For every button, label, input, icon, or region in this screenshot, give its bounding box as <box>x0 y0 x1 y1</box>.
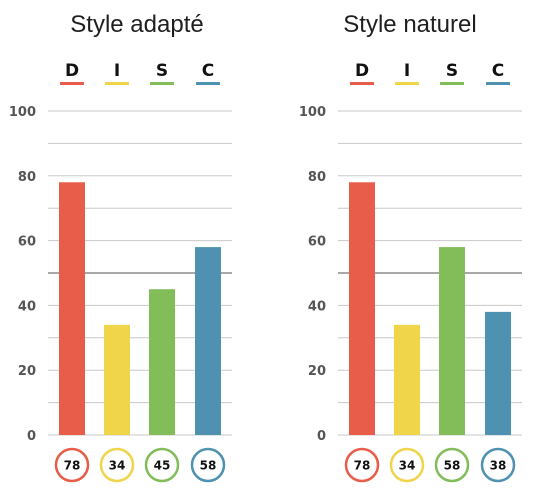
bar-c <box>485 311 511 435</box>
legend-swatch-d <box>350 82 374 85</box>
legend-label-c: C <box>492 61 504 81</box>
bar-s <box>149 289 175 435</box>
value-badge-i <box>389 447 425 483</box>
value-label-s: 45 <box>154 459 171 473</box>
legend-swatch-c <box>196 82 220 85</box>
chart-panel-1: Style adapté D I S C 0 20 40 60 80 100 78 34 45 58 <box>9 11 232 483</box>
value-label-d: 78 <box>64 459 81 473</box>
y-tick-label: 40 <box>308 299 326 314</box>
chart-title: Style naturel <box>343 11 476 38</box>
value-badge-s <box>434 447 470 483</box>
legend-label-d: D <box>65 61 79 81</box>
chart-title: Style adapté <box>70 11 203 38</box>
bar-s <box>439 247 465 435</box>
legend-swatch-d <box>60 82 84 85</box>
y-tick-label: 80 <box>308 170 326 185</box>
legend-label-s: S <box>156 61 168 81</box>
bar-d <box>349 182 375 435</box>
bar-i <box>104 324 130 435</box>
value-label-c: 38 <box>490 459 507 473</box>
y-tick-label: 100 <box>299 105 326 120</box>
y-tick-label: 80 <box>18 170 36 185</box>
y-tick-label: 0 <box>27 429 36 444</box>
value-label-d: 78 <box>354 459 371 473</box>
legend-label-i: I <box>404 61 410 81</box>
chart-panel-2: Style naturel D I S C 0 20 40 60 80 100 78 34 58 38 <box>299 11 522 483</box>
y-tick-label: 0 <box>317 429 326 444</box>
value-label-c: 58 <box>200 459 217 473</box>
value-badge-c <box>190 447 226 483</box>
legend-swatch-c <box>486 82 510 85</box>
value-label-i: 34 <box>399 459 416 473</box>
legend-swatch-s <box>150 82 174 85</box>
legend-swatch-s <box>440 82 464 85</box>
value-badge-d <box>54 447 90 483</box>
legend-label-s: S <box>446 61 458 81</box>
value-label-i: 34 <box>109 459 126 473</box>
value-badge-i <box>99 447 135 483</box>
value-label-s: 58 <box>444 459 461 473</box>
value-badge-d <box>344 447 380 483</box>
y-tick-label: 20 <box>308 364 326 379</box>
y-tick-label: 100 <box>9 105 36 120</box>
bar-c <box>195 247 221 435</box>
bar-d <box>59 182 85 435</box>
value-badge-c <box>480 447 516 483</box>
bar-i <box>394 324 420 435</box>
legend-label-d: D <box>355 61 369 81</box>
legend-label-c: C <box>202 61 214 81</box>
y-tick-label: 60 <box>18 235 36 250</box>
value-badge-s <box>144 447 180 483</box>
y-tick-label: 20 <box>18 364 36 379</box>
legend-swatch-i <box>105 82 129 85</box>
legend-swatch-i <box>395 82 419 85</box>
y-tick-label: 40 <box>18 299 36 314</box>
legend-label-i: I <box>114 61 120 81</box>
y-tick-label: 60 <box>308 235 326 250</box>
